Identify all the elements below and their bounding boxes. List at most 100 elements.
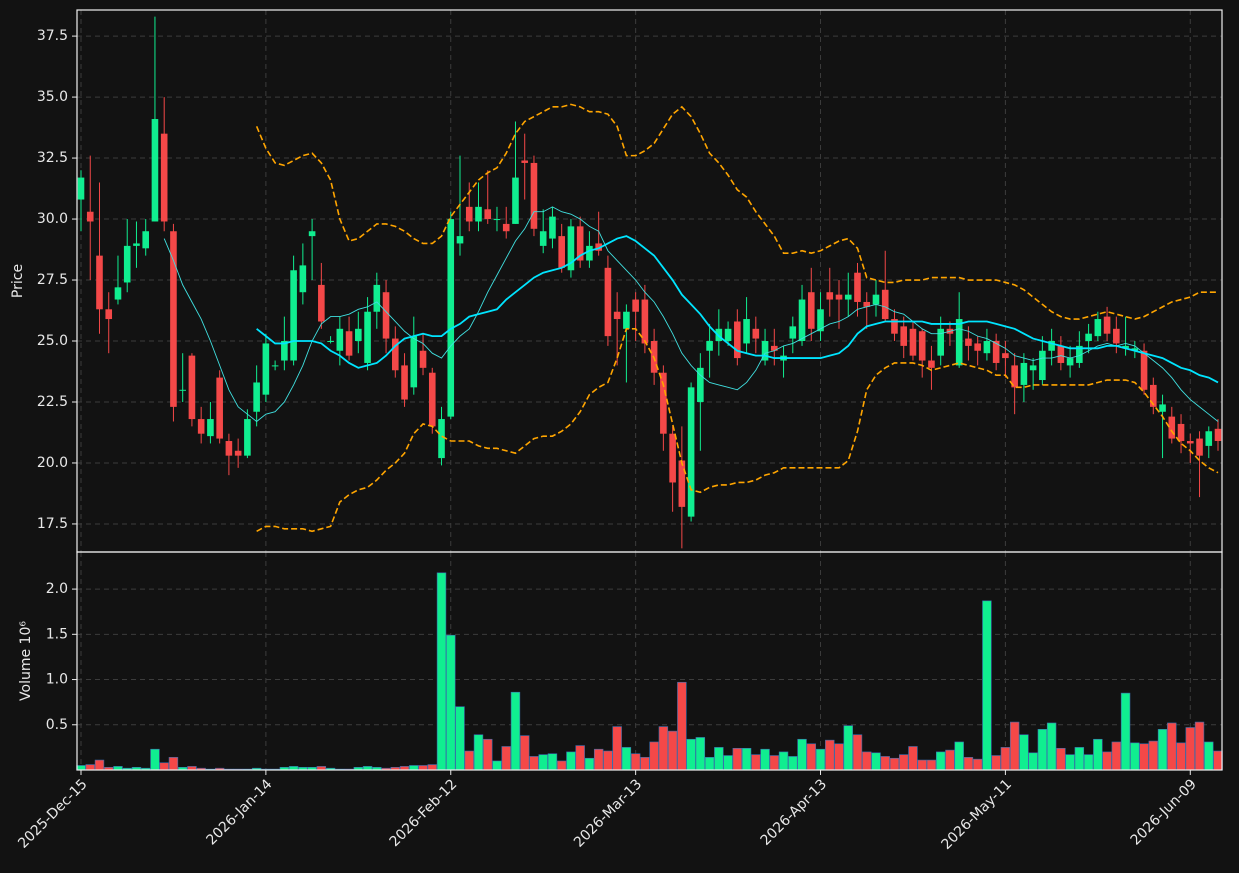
candle-body	[632, 299, 639, 312]
candle-body	[1122, 345, 1129, 349]
candle-body	[1066, 358, 1074, 366]
volume-bar	[760, 748, 770, 771]
volume-bar	[455, 706, 465, 771]
candle-body	[900, 326, 908, 346]
candle-body	[456, 236, 464, 244]
candle-body	[179, 389, 186, 391]
volume-bar	[880, 756, 890, 771]
candle-body	[909, 328, 917, 356]
candle-body	[1168, 416, 1176, 439]
candle-body	[1159, 404, 1166, 412]
indicator-line	[255, 103, 1219, 320]
volume-bar	[94, 759, 105, 771]
candle-body	[493, 219, 501, 221]
volume-bar	[464, 750, 474, 771]
candle-body	[465, 206, 473, 222]
price-axis-label: Price	[10, 264, 26, 298]
candle-body	[170, 231, 177, 407]
candle-body	[133, 243, 140, 246]
candle-body	[521, 160, 529, 163]
volume-bar	[584, 757, 595, 771]
volume-frame	[76, 551, 1223, 771]
candle-body	[576, 226, 584, 261]
volume-bar	[862, 751, 872, 771]
candle-body	[355, 328, 362, 342]
volume-bar	[1056, 747, 1066, 771]
volume-bar	[1037, 728, 1048, 771]
candle-body	[382, 292, 390, 339]
volume-bar	[972, 758, 983, 771]
candle-body	[706, 341, 713, 351]
volume-bar	[926, 759, 937, 771]
candle-body	[734, 321, 741, 359]
candle-body	[410, 336, 418, 388]
candle-body	[771, 345, 778, 351]
volume-bar	[159, 762, 169, 771]
candle-body	[965, 338, 972, 346]
indicator-line	[256, 328, 1219, 533]
volume-bar	[1093, 738, 1103, 771]
candle-body	[1002, 353, 1009, 359]
candle-body	[1103, 316, 1111, 334]
candle-body	[595, 243, 602, 251]
candle-body	[872, 294, 880, 305]
volume-bar	[1046, 722, 1057, 771]
y-tick-label: 1.5	[46, 626, 68, 642]
volume-bar	[778, 751, 789, 771]
volume-bar	[483, 738, 493, 771]
candle-body	[1029, 365, 1037, 371]
volume-bar	[935, 751, 946, 771]
candle-body	[290, 270, 297, 361]
candle-body	[419, 350, 427, 368]
y-tick-label: 37.5	[37, 28, 68, 44]
volume-bar	[741, 747, 752, 771]
candle-body	[401, 365, 408, 400]
volume-bar	[825, 739, 835, 771]
candle-body	[123, 245, 131, 283]
candle-body	[955, 319, 963, 366]
candle-body	[1020, 362, 1028, 385]
volume-bar	[1167, 722, 1177, 771]
grid-layer	[72, 10, 1222, 775]
volume-bar	[1194, 721, 1205, 771]
volume-bar	[797, 738, 807, 771]
y-tick-label: 25.0	[37, 333, 68, 349]
candle-body	[743, 319, 750, 344]
candle-body	[1039, 350, 1046, 381]
candle-body	[761, 341, 769, 361]
candle-body	[299, 265, 307, 293]
candle-body	[1131, 348, 1139, 351]
candle-body	[345, 331, 353, 356]
volume-bar	[815, 748, 826, 771]
indicator-line	[256, 235, 1219, 384]
candle-body	[438, 419, 445, 459]
candle-body	[1196, 438, 1203, 456]
volume-bar	[630, 753, 641, 771]
volume-bar	[843, 725, 853, 771]
candle-body	[789, 326, 797, 339]
candle-body	[262, 343, 270, 395]
candle-body	[1094, 319, 1102, 337]
volume-bar	[150, 748, 160, 771]
candle-body	[817, 309, 824, 332]
volume-bar	[732, 747, 743, 771]
lines-layer	[163, 103, 1219, 533]
candle-body	[567, 226, 575, 271]
volume-bar	[686, 738, 696, 771]
candle-body	[1150, 384, 1157, 407]
volume-bar	[963, 757, 974, 771]
candle-body	[475, 206, 482, 222]
volume-bar	[945, 749, 955, 771]
volume-bar	[751, 754, 761, 771]
candle-body	[826, 292, 834, 300]
candle-body	[844, 294, 852, 300]
volume-bar	[982, 600, 992, 771]
volume-bar	[991, 755, 1001, 771]
volume-bar	[1130, 742, 1140, 771]
candle-body	[373, 284, 381, 312]
volume-bar	[908, 746, 918, 771]
candle-body	[151, 119, 159, 222]
volume-bar	[658, 726, 669, 771]
volume-bar	[1065, 754, 1075, 771]
volume-bar	[76, 765, 86, 771]
